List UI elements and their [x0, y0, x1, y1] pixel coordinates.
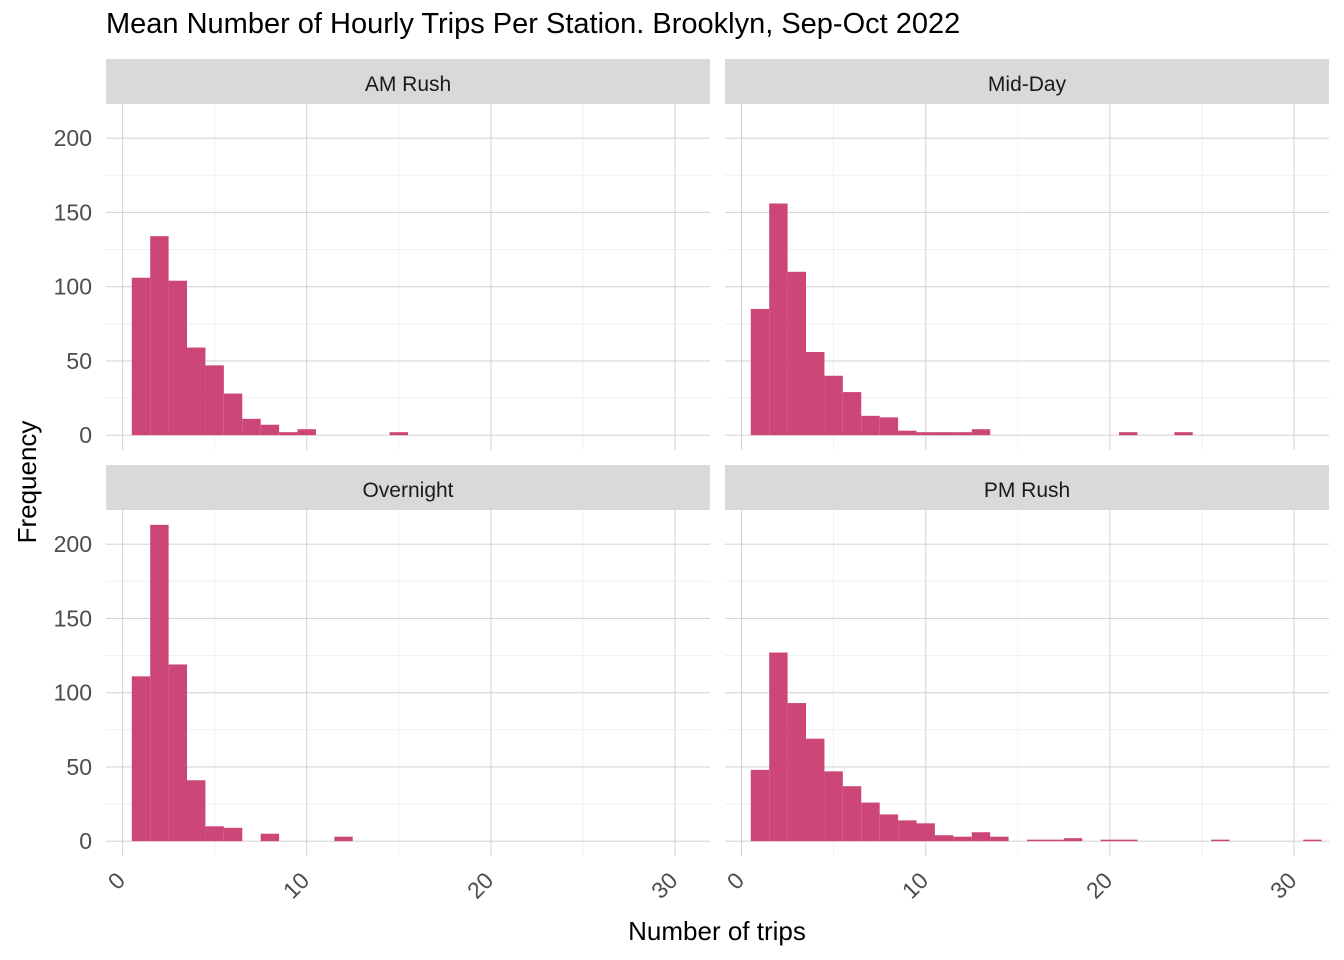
facet-strip-label: Mid-Day: [988, 73, 1067, 96]
y-tick-label: 50: [66, 348, 92, 374]
facet-strip-label: Overnight: [362, 479, 453, 502]
histogram-bar: [769, 203, 788, 436]
histogram-bar: [1045, 839, 1064, 842]
facet-strip-mid-day: [725, 59, 1329, 104]
y-tick-label: 200: [54, 125, 92, 151]
chart-title: Mean Number of Hourly Trips Per Station.…: [106, 8, 961, 40]
histogram-bar: [842, 392, 862, 436]
y-tick-label: 100: [54, 274, 92, 300]
y-tick-label: 50: [66, 754, 92, 780]
x-tick-label: 20: [462, 867, 498, 903]
histogram-bar: [934, 432, 954, 436]
histogram-bar: [990, 836, 1009, 842]
histogram-bar: [187, 780, 206, 842]
histogram-bar: [334, 836, 353, 842]
histogram-bar: [1063, 838, 1083, 842]
histogram-bar: [879, 417, 899, 436]
histogram-bar: [824, 375, 843, 436]
histogram-bar: [260, 424, 280, 436]
histogram-bar: [750, 308, 770, 436]
facet-strip-am-rush: [106, 59, 710, 104]
facet-panel-am-rush: AM Rush 0 50 100 150 200: [54, 59, 710, 450]
histogram-bar: [916, 432, 935, 436]
facet-strip-label: AM Rush: [365, 73, 451, 96]
histogram-bar: [205, 365, 224, 436]
facet-panel-pm-rush: PM Rush 0 10 20 30: [722, 465, 1329, 904]
histogram-bar: [242, 418, 261, 436]
histogram-bar: [1211, 839, 1230, 842]
facet-panel-mid-day: Mid-Day: [725, 59, 1329, 450]
histogram-bar: [861, 802, 880, 842]
histogram-bar: [1027, 839, 1046, 842]
histogram-bar: [223, 393, 243, 436]
histogram-bar: [916, 823, 935, 842]
histogram-bar: [769, 652, 788, 842]
histogram-bar: [971, 832, 991, 842]
y-tick-label: 100: [54, 680, 92, 706]
histogram-bar: [806, 351, 825, 436]
facet-strip-pm-rush: [725, 465, 1329, 510]
y-tick-label: 0: [79, 828, 92, 854]
y-tick-label: 0: [79, 422, 92, 448]
x-tick-label: 30: [1265, 867, 1301, 903]
histogram-bar: [953, 836, 972, 842]
x-tick-label: 10: [897, 867, 933, 903]
histogram-bar: [879, 814, 899, 842]
histogram-bar: [1303, 839, 1322, 842]
x-tick-label: 30: [646, 867, 682, 903]
y-tick-label: 150: [54, 605, 92, 631]
histogram-bar: [750, 769, 770, 842]
histogram-bar: [787, 703, 807, 842]
facet-strip-label: PM Rush: [984, 479, 1070, 502]
histogram-bar: [131, 676, 151, 842]
histogram-bar: [279, 432, 298, 436]
x-axis-title: Number of trips: [628, 916, 806, 946]
histogram-bar: [787, 271, 807, 436]
y-axis-title: Frequency: [12, 421, 42, 544]
histogram-bar: [824, 771, 843, 842]
y-tick-label: 200: [54, 531, 92, 557]
histogram-bar: [205, 826, 224, 842]
histogram-bar: [1174, 432, 1193, 436]
histogram-bar: [168, 664, 188, 842]
x-tick-label: 0: [722, 867, 749, 894]
histogram-bar: [389, 432, 408, 436]
facet-panel-overnight: Overnight 0 50 100 150 200 0 10 20 30: [54, 465, 710, 904]
histogram-bar: [806, 738, 825, 842]
histogram-bar: [861, 415, 880, 436]
histogram-bar: [1100, 839, 1120, 842]
histogram-bar: [898, 820, 917, 842]
x-tick-label: 0: [103, 867, 130, 894]
x-tick-label: 10: [278, 867, 314, 903]
histogram-bar: [297, 429, 316, 436]
x-tick-label: 20: [1081, 867, 1117, 903]
histogram-bar: [1119, 839, 1138, 842]
histogram-bar: [842, 786, 862, 842]
histogram-bar: [260, 833, 280, 842]
histogram-bar: [150, 524, 169, 842]
facet-strip-overnight: [106, 465, 710, 510]
histogram-bar: [953, 432, 972, 436]
histogram-bar: [150, 236, 169, 436]
y-tick-label: 150: [54, 199, 92, 225]
histogram-bar: [934, 835, 954, 842]
histogram-bar: [131, 277, 151, 436]
histogram-bar: [971, 429, 991, 436]
histogram-bar: [223, 827, 243, 842]
histogram-bar: [168, 280, 188, 436]
histogram-bar: [1119, 432, 1138, 436]
histogram-bar: [898, 430, 917, 436]
histogram-bar: [187, 347, 206, 436]
